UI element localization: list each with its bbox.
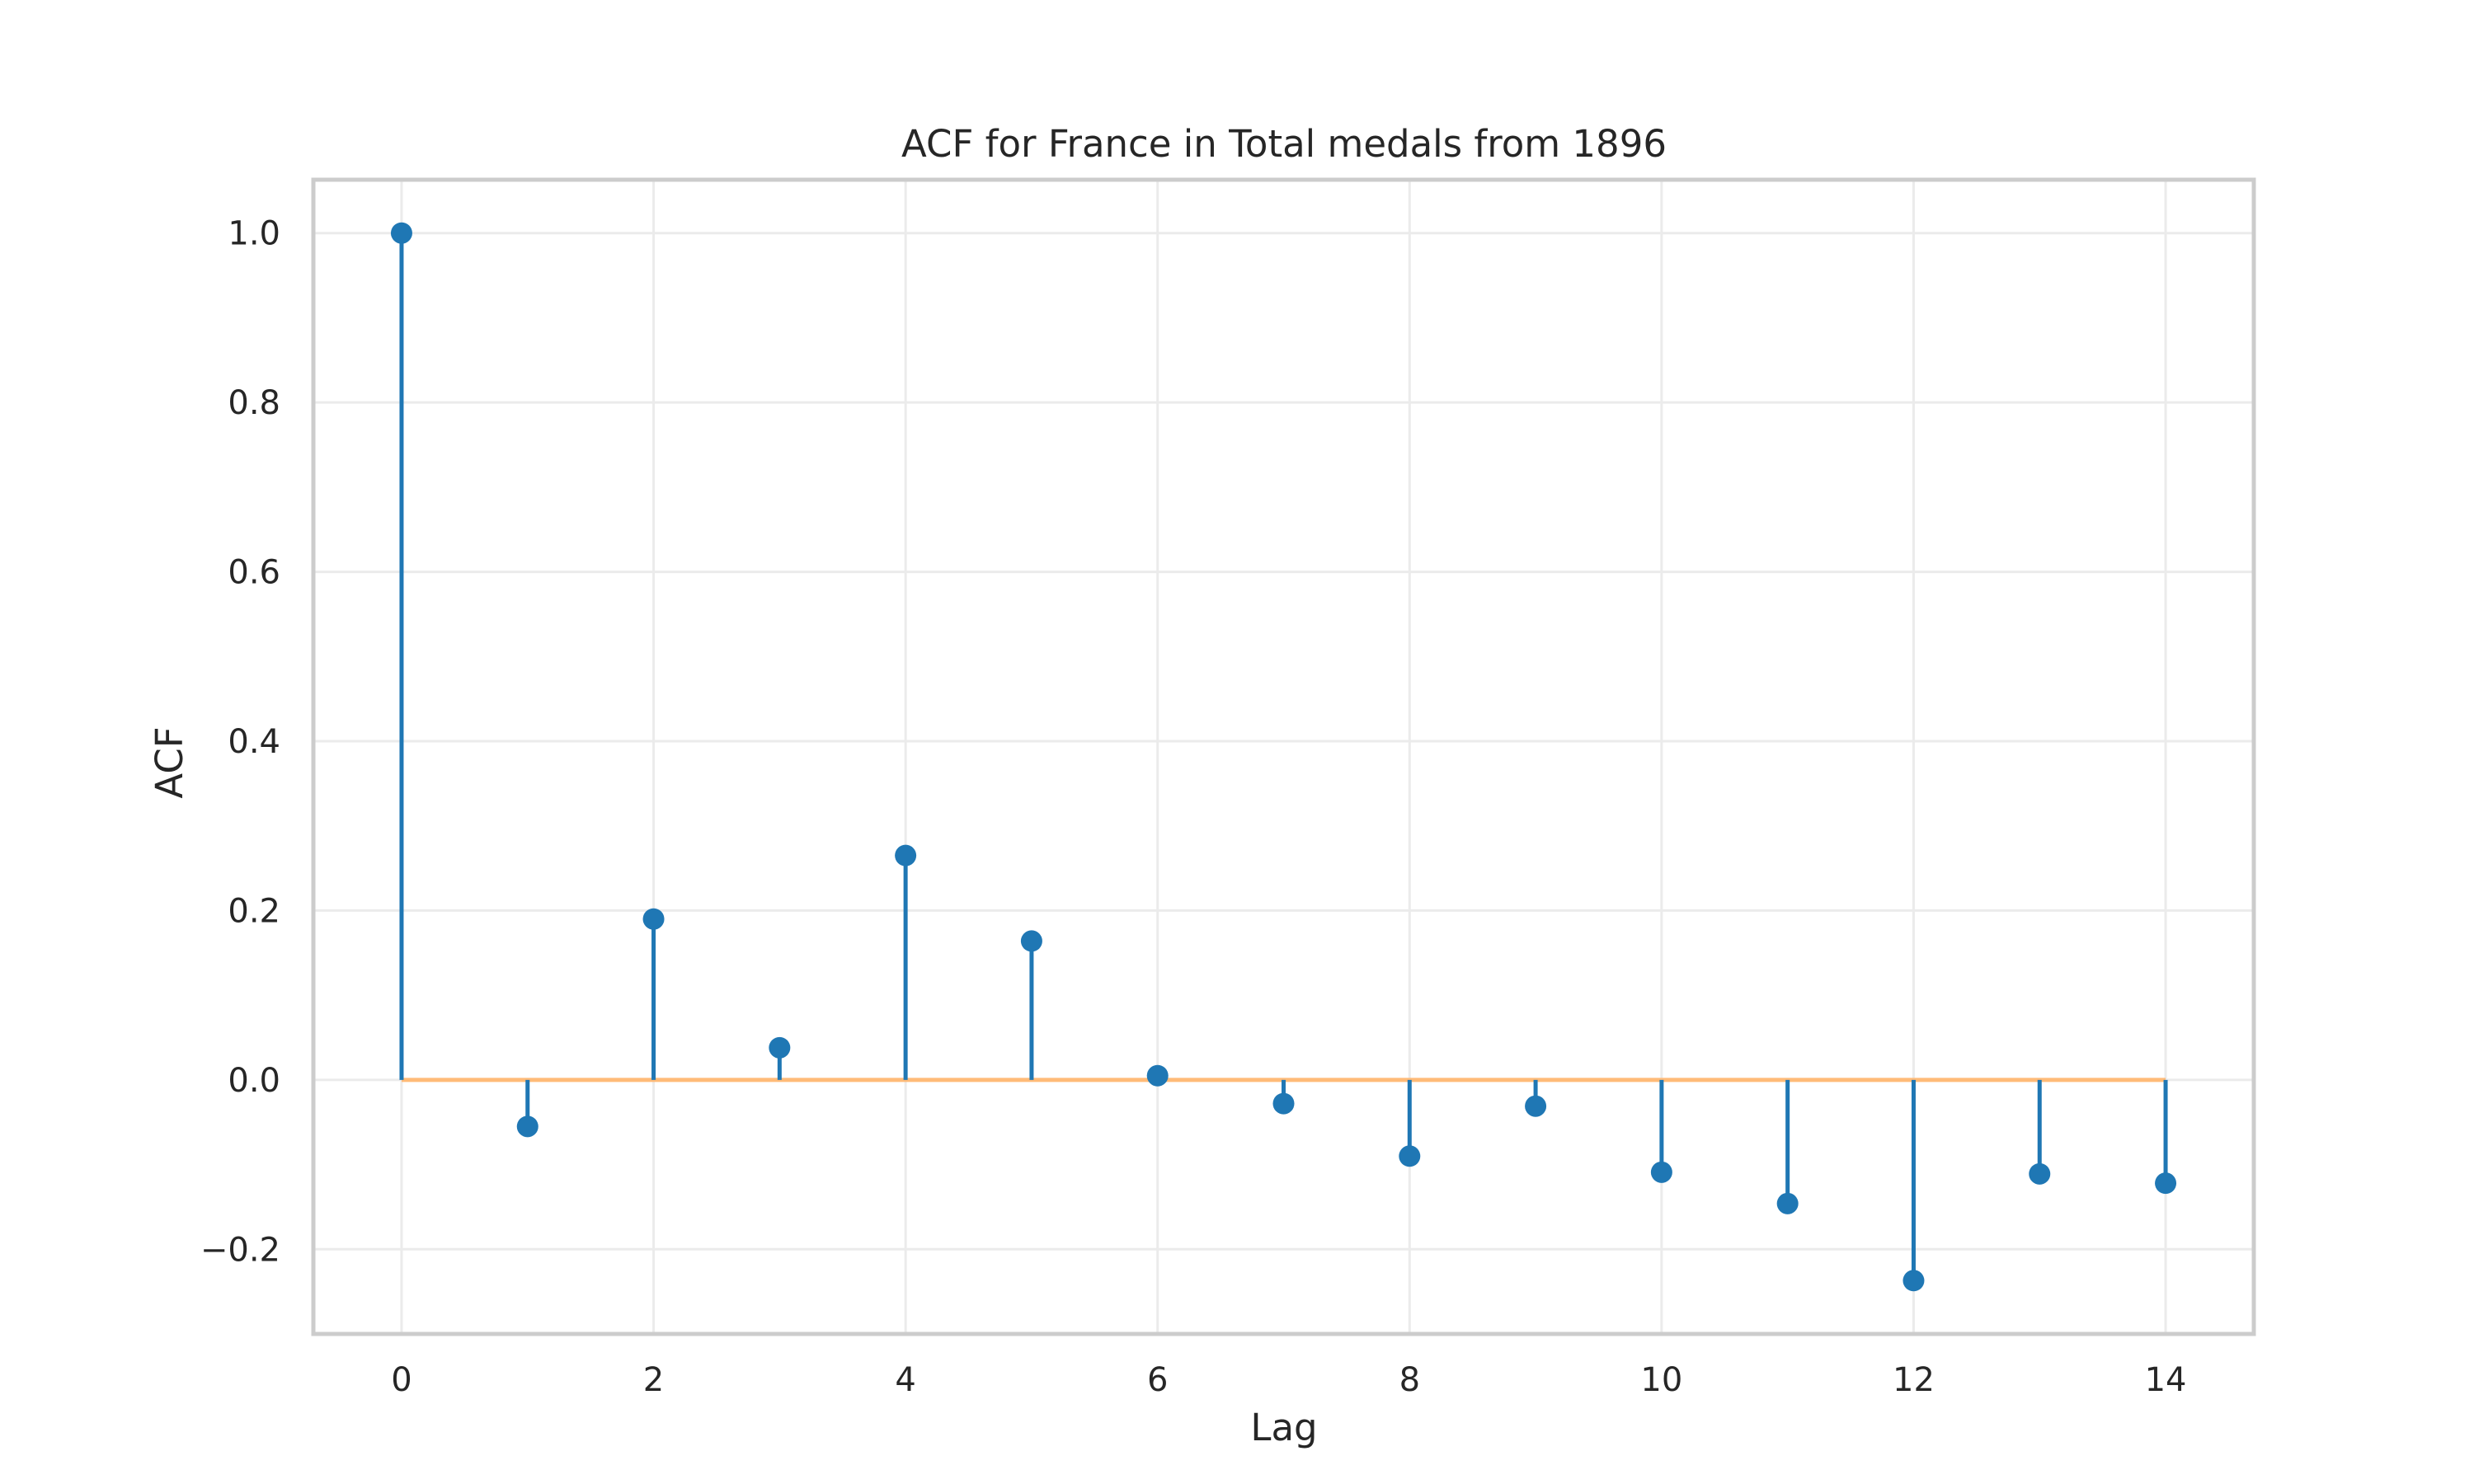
chart-title: ACF for France in Total medals from 1896 [901,122,1667,166]
x-tick-label: 6 [1147,1361,1168,1399]
y-tick-label: 0.4 [228,723,280,761]
stem-marker-lag-13 [2029,1162,2051,1185]
stem-marker-lag-1 [516,1115,539,1138]
x-tick-label: 12 [1893,1361,1935,1399]
stem-marker-lag-11 [1776,1192,1799,1214]
markers [390,222,2177,1292]
y-axis-label: ACF [148,726,191,798]
x-tick-labels: 0 2 4 6 8 10 12 14 [391,1361,2186,1399]
y-tick-label: 0.2 [228,892,280,930]
stem-marker-lag-0 [390,222,412,244]
stem-marker-lag-12 [1903,1270,1925,1292]
stem-marker-lag-2 [642,908,665,930]
x-tick-label: 0 [391,1361,412,1399]
y-tick-labels: −0.2 0.0 0.2 0.4 0.6 0.8 1.0 [200,215,280,1270]
stem-marker-lag-7 [1272,1092,1295,1115]
y-tick-label: −0.2 [200,1231,280,1269]
y-tick-label: 0.6 [228,554,280,592]
stem-marker-lag-3 [769,1036,791,1059]
stem-marker-lag-4 [895,844,917,866]
stem-marker-lag-8 [1399,1145,1421,1167]
stem-marker-lag-10 [1650,1161,1672,1183]
x-tick-label: 2 [643,1361,664,1399]
y-tick-label: 1.0 [228,215,280,253]
plot-frame [311,177,2256,1336]
x-tick-label: 8 [1399,1361,1420,1399]
y-tick-label: 0.0 [228,1062,280,1100]
stem-marker-lag-5 [1020,930,1042,952]
y-tick-label: 0.8 [228,384,280,422]
x-tick-label: 10 [1640,1361,1682,1399]
x-tick-label: 14 [2145,1361,2187,1399]
stem-marker-lag-9 [1525,1095,1547,1117]
stem-marker-lag-6 [1146,1064,1169,1087]
stem-marker-lag-14 [2155,1172,2177,1195]
x-tick-label: 4 [895,1361,915,1399]
x-axis-label: Lag [1250,1406,1317,1449]
